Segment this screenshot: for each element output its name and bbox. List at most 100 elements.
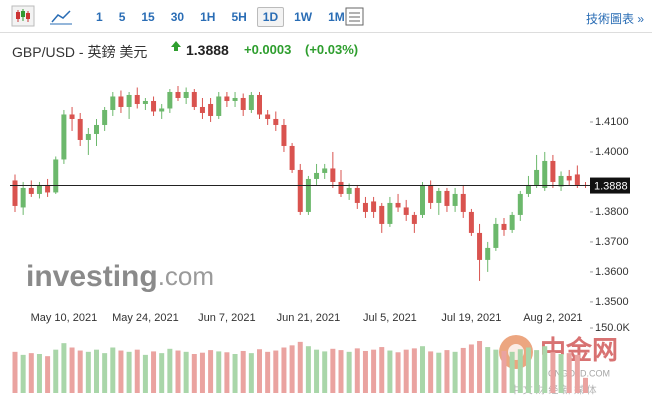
volume-bar [574, 354, 580, 393]
watermark-brand: investing [26, 260, 158, 293]
volume-bar [297, 341, 303, 393]
volume-bar [216, 351, 222, 393]
candle-body [142, 100, 148, 104]
volume-bar [338, 350, 344, 393]
candle-body [257, 94, 262, 115]
candle-body [574, 174, 580, 185]
x-tick-label: Jul 19, 2021 [441, 312, 501, 324]
candle-body [110, 96, 116, 110]
chart-link[interactable]: 技術圖表 » [585, 12, 644, 26]
volume-bar [534, 350, 540, 393]
x-tick-label: May 10, 2021 [31, 312, 98, 324]
candle-body [534, 169, 540, 185]
volume-bar [191, 354, 197, 393]
candle-body [501, 223, 507, 230]
candle-body [558, 175, 564, 187]
interval-button[interactable]: 15 [141, 10, 155, 24]
candle-body [183, 91, 189, 98]
line-icon[interactable] [51, 10, 71, 23]
x-tick-label: May 24, 2021 [112, 312, 179, 324]
candle-body [509, 214, 515, 230]
volume-bar [452, 351, 458, 393]
volume-bar [542, 346, 548, 393]
candle-body [525, 184, 531, 194]
chart-type-icons [11, 5, 72, 27]
volume-bar [167, 348, 173, 393]
interval-button[interactable]: 1 [96, 10, 103, 24]
volume-bar [517, 349, 523, 393]
candle-body [403, 207, 409, 215]
candle-body [436, 190, 442, 203]
volume-bar [330, 348, 336, 393]
candle-body [379, 205, 385, 224]
interval-button[interactable]: 5H [231, 10, 247, 24]
volume-bar [273, 350, 279, 393]
candle-body [517, 193, 523, 215]
volume-bar [322, 351, 328, 393]
volume-bar [224, 352, 230, 393]
interval-button[interactable]: 1D [256, 7, 285, 27]
volume-bar [509, 351, 515, 393]
candle-body [468, 211, 474, 233]
candle-body [199, 106, 205, 113]
volume-bar [525, 347, 531, 393]
candle-body [36, 184, 42, 194]
candle-body [566, 175, 572, 181]
price-change-percent: (+0.03%) [305, 42, 359, 57]
volume-bar [28, 353, 34, 393]
volume-bar [485, 347, 491, 393]
volume-bar [248, 353, 254, 393]
candle-body [159, 108, 165, 112]
toolbar: 1 5 15 30 1H 5H 1D 1W 1M 技術圖表 » [0, 0, 652, 33]
volume-bar [354, 348, 360, 393]
watermark: investing.com [26, 260, 214, 293]
candle-body [354, 187, 360, 203]
volume-bar [460, 347, 466, 393]
candle-body [281, 124, 287, 146]
candle-body [395, 202, 401, 208]
candle-body [167, 91, 173, 109]
interval-button[interactable]: 5 [118, 10, 126, 24]
candle-body [362, 202, 368, 212]
candle-body [61, 114, 67, 160]
candle-body [12, 180, 18, 206]
volume-bar [346, 351, 352, 393]
candle-body [126, 94, 132, 107]
interval-buttons: 1 5 15 30 1H 5H 1D 1W 1M [90, 7, 351, 27]
candle-body [444, 190, 450, 206]
volume-bar [85, 351, 91, 393]
volume-bar [36, 354, 42, 393]
volume-bar [232, 354, 238, 393]
volume-bar [566, 353, 572, 393]
candle-body [550, 160, 556, 182]
candle-body [289, 145, 295, 170]
interval-button[interactable]: 1W [294, 10, 313, 24]
volume-bar [501, 350, 507, 393]
candle-body [77, 118, 83, 140]
volume-bar [436, 352, 442, 393]
candle-body [28, 187, 34, 194]
last-price-box [590, 177, 630, 194]
volume-bar [468, 344, 474, 393]
candle-body [297, 169, 303, 212]
volume-bar [583, 377, 588, 393]
candle-body [240, 97, 246, 110]
candle-body [224, 96, 230, 101]
y-tick-label: 1.3700 [595, 236, 629, 248]
interval-button[interactable]: 1H [200, 10, 216, 24]
volume-bar [558, 354, 564, 393]
volume-bar [428, 351, 434, 393]
volume-bar [265, 351, 271, 393]
volume-bar [110, 347, 116, 393]
volume-bar [477, 341, 483, 393]
interval-button[interactable]: 30 [170, 10, 185, 24]
interval-button[interactable]: 1M [328, 10, 345, 24]
volume-bar [493, 349, 499, 393]
price-change: +0.0003 [244, 42, 292, 57]
candle-body [265, 114, 271, 119]
candle-body [118, 96, 124, 107]
table-icon[interactable] [344, 6, 366, 28]
volume-bar [403, 349, 409, 393]
